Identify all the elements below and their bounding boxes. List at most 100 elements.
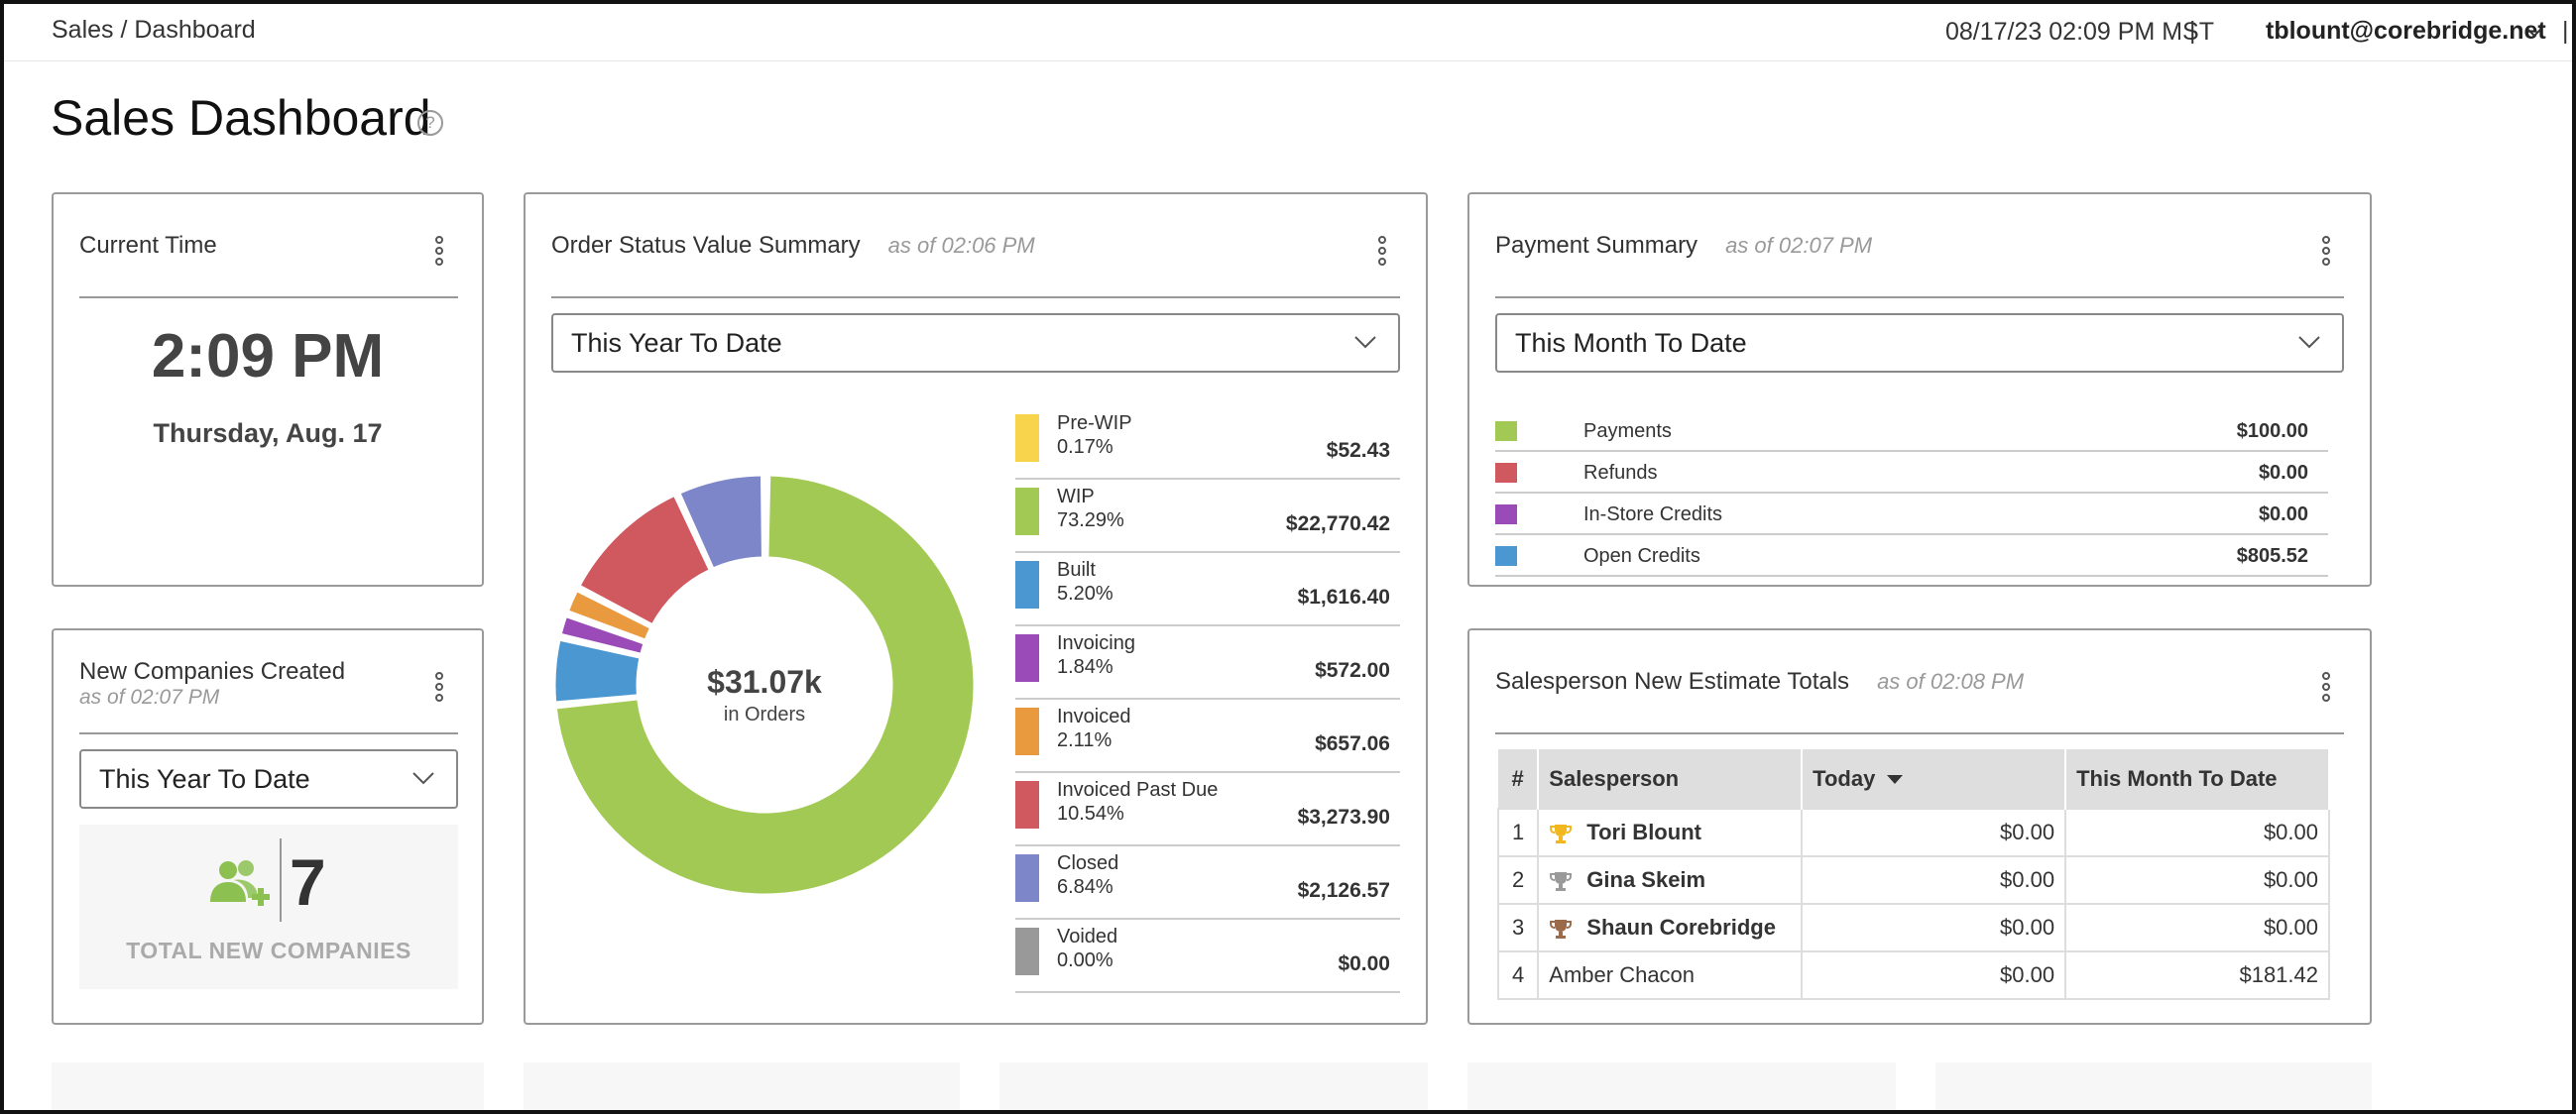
legend-percent: 10.54% [1057,803,1124,825]
table-row[interactable]: 4 Amber Chacon $0.00 $181.42 [1497,950,2330,1000]
donut-slice-built[interactable] [552,637,643,705]
table-row[interactable]: 3 Shaun Corebridge $0.00 $0.00 [1497,903,2330,952]
today-cell: $0.00 [1801,903,2067,952]
legend-percent: 2.11% [1057,729,1112,751]
next-row-card [1467,1062,1896,1110]
donut-slice-wip[interactable] [553,473,977,897]
rank-cell: 2 [1497,855,1540,905]
salesperson-estimates-card: Salesperson New Estimate Totals as of 02:… [1467,628,2372,1025]
gold-trophy-icon [1550,825,1573,844]
page-title: Sales Dashboard [51,90,431,146]
date-range-select[interactable]: This Month To Date [1495,313,2344,373]
date-range-select[interactable]: This Year To Date [79,749,458,809]
payment-label: Refunds [1583,462,1658,484]
order-status-legend: Pre-WIP 0.17% $52.43 WIP 73.29% $22,770.42 Bui… [1015,406,1400,1001]
legend-percent: 1.84% [1057,656,1113,678]
more-options-icon[interactable] [429,236,449,276]
table-row[interactable]: 2 Gina Skeim $0.00 $0.00 [1497,855,2330,905]
month-to-date-cell: $181.42 [2064,950,2330,1000]
payment-swatch [1495,546,1517,566]
date-range-value: This Year To Date [571,328,782,358]
divider [1495,732,2344,734]
more-options-icon[interactable] [2316,236,2336,276]
column-header-today[interactable]: Today [1802,749,2067,809]
legend-value: $3,273.90 [1297,806,1390,829]
more-options-icon[interactable] [429,672,449,712]
payment-swatch [1495,463,1517,483]
help-icon[interactable]: ? [417,110,443,136]
donut-slice-invoicing[interactable] [558,613,646,657]
payment-summary-card: Payment Summary as of 02:07 PM This Month… [1467,192,2372,587]
card-title: Order Status Value Summary as of 02:06 PM [551,232,1035,260]
table-scroll-area[interactable]: # Salesperson Today This Month To Date 1… [1497,749,2330,1019]
current-date: Thursday, Aug. 17 [153,418,383,448]
legend-value: $0.00 [1338,952,1390,975]
legend-swatch [1015,854,1039,902]
rank-cell: 3 [1497,903,1540,952]
payment-row: Payments $100.00 [1495,410,2328,452]
legend-swatch [1015,781,1039,829]
more-options-icon[interactable] [2316,672,2336,712]
table-header-row: # Salesperson Today This Month To Date [1498,749,2330,809]
date-range-value: This Month To Date [1515,328,1747,358]
month-to-date-cell: $0.00 [2064,903,2330,952]
total-new-companies-label: TOTAL NEW COMPANIES [126,938,411,963]
card-title-text: Salesperson New Estimate Totals [1495,668,1850,695]
donut-slice-invoiced[interactable] [565,588,653,643]
payment-value: $100.00 [2236,420,2308,442]
today-cell: $0.00 [1801,808,2067,857]
legend-label: Voided [1057,926,1118,947]
legend-value: $572.00 [1315,659,1390,682]
legend-percent: 0.17% [1057,436,1113,458]
legend-percent: 73.29% [1057,509,1124,531]
legend-label: Closed [1057,852,1119,874]
legend-item: Built 5.20% $1,616.40 [1015,553,1400,626]
users-plus-icon [210,860,270,906]
legend-item: Invoicing 1.84% $572.00 [1015,626,1400,700]
legend-item: WIP 73.29% $22,770.42 [1015,480,1400,553]
current-datetime: 08/17/23 02:09 PM MST [1945,18,2214,46]
salesperson-name: Amber Chacon [1549,962,1696,987]
next-row-card [524,1062,960,1110]
salesperson-name: Shaun Corebridge [1586,914,1776,940]
date-range-value: This Year To Date [99,764,310,794]
salesperson-cell: Shaun Corebridge [1537,903,1804,952]
payment-label: Open Credits [1583,545,1700,567]
legend-item: Invoiced 2.11% $657.06 [1015,700,1400,773]
legend-label: WIP [1057,486,1095,507]
card-title: New Companies Created [79,658,346,685]
separator: | [2189,17,2196,45]
donut-slice-closed[interactable] [676,473,764,572]
legend-swatch [1015,488,1039,535]
divider [1495,296,2344,298]
payment-swatch [1495,421,1517,441]
payment-list: Payments $100.00 Refunds $0.00 In-Store Cred… [1495,410,2328,579]
column-header-month-to-date[interactable]: This Month To Date [2065,749,2330,809]
salesperson-cell: Gina Skeim [1537,855,1804,905]
payment-value: $0.00 [2258,462,2308,484]
total-new-companies-panel: 7 TOTAL NEW COMPANIES [79,825,458,989]
bronze-trophy-icon [1550,920,1573,940]
legend-percent: 5.20% [1057,583,1113,605]
legend-label: Built [1057,559,1096,581]
rank-cell: 1 [1497,808,1540,857]
card-title: Current Time [79,232,217,259]
user-menu[interactable]: tblount@corebridge.net [2266,17,2546,45]
current-time-card: Current Time 2:09 PM Thursday, Aug. 17 [52,192,484,587]
donut-slice-invoiced-past-due[interactable] [576,493,713,627]
legend-swatch [1015,561,1039,609]
chevron-down-icon[interactable] [2527,26,2541,40]
card-title: Salesperson New Estimate Totals as of 02:… [1495,668,2024,696]
legend-swatch [1015,928,1039,975]
legend-label: Invoicing [1057,632,1135,654]
today-cell: $0.00 [1801,855,2067,905]
legend-label: Invoiced [1057,706,1131,727]
more-options-icon[interactable] [1372,236,1392,276]
table-row[interactable]: 1 Tori Blount $0.00 $0.00 [1497,808,2330,857]
date-range-select[interactable]: This Year To Date [551,313,1400,373]
salesperson-name: Gina Skeim [1586,866,1706,892]
salesperson-name: Tori Blount [1586,819,1701,844]
card-title-text: Order Status Value Summary [551,232,861,259]
breadcrumb[interactable]: Sales / Dashboard [52,16,256,44]
column-header-salesperson[interactable]: Salesperson [1538,749,1804,809]
